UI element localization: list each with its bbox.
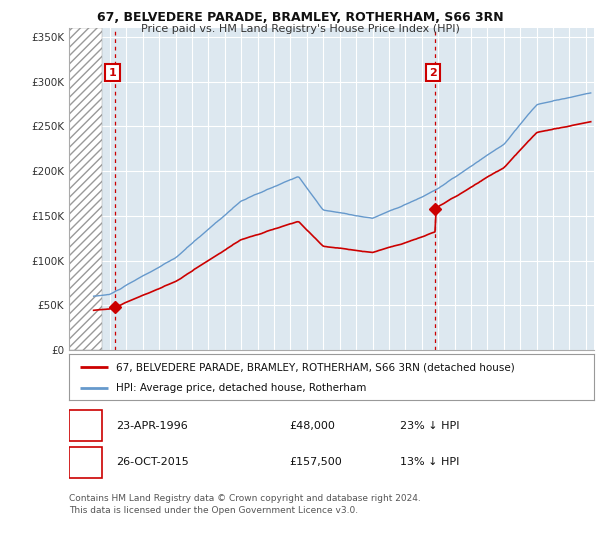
Text: 23% ↓ HPI: 23% ↓ HPI [400, 421, 459, 431]
FancyBboxPatch shape [69, 410, 101, 441]
Text: 13% ↓ HPI: 13% ↓ HPI [400, 458, 459, 468]
Text: 23-APR-1996: 23-APR-1996 [116, 421, 188, 431]
Text: 1: 1 [82, 421, 89, 431]
Text: 2: 2 [82, 458, 89, 468]
FancyBboxPatch shape [69, 447, 101, 478]
Text: 67, BELVEDERE PARADE, BRAMLEY, ROTHERHAM, S66 3RN (detached house): 67, BELVEDERE PARADE, BRAMLEY, ROTHERHAM… [116, 362, 515, 372]
Text: HPI: Average price, detached house, Rotherham: HPI: Average price, detached house, Roth… [116, 382, 367, 393]
Text: Price paid vs. HM Land Registry's House Price Index (HPI): Price paid vs. HM Land Registry's House … [140, 24, 460, 34]
Text: Contains HM Land Registry data © Crown copyright and database right 2024.
This d: Contains HM Land Registry data © Crown c… [69, 494, 421, 515]
Text: £48,000: £48,000 [290, 421, 335, 431]
Text: £157,500: £157,500 [290, 458, 342, 468]
Text: 26-OCT-2015: 26-OCT-2015 [116, 458, 189, 468]
Text: 1: 1 [109, 68, 116, 78]
Bar [69, 28, 102, 350]
Text: 2: 2 [429, 68, 437, 78]
Text: 67, BELVEDERE PARADE, BRAMLEY, ROTHERHAM, S66 3RN: 67, BELVEDERE PARADE, BRAMLEY, ROTHERHAM… [97, 11, 503, 24]
